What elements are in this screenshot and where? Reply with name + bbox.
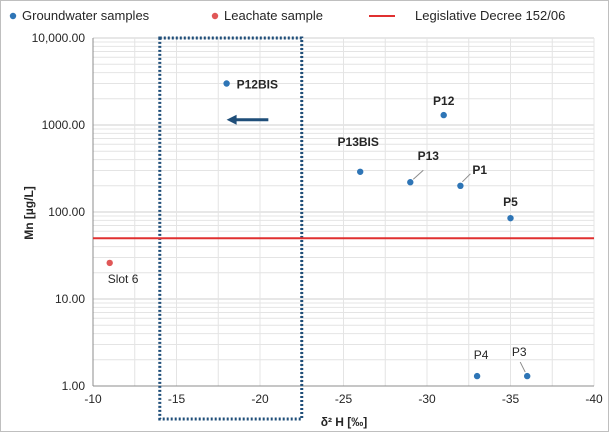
highlight-box <box>158 36 304 421</box>
data-point <box>223 80 230 87</box>
legend-label: Leachate sample <box>224 8 323 23</box>
x-tick-label: -10 <box>84 392 102 406</box>
x-tick-labels: -10 -15 -20 -25 -30 -35 -40 <box>84 392 603 406</box>
data-point <box>457 182 464 190</box>
label-leader-line <box>519 361 526 373</box>
data-point <box>524 372 531 380</box>
legend-marker <box>9 12 17 20</box>
gridlines <box>92 37 595 387</box>
data-point <box>106 259 113 267</box>
x-axis-title: δ² H [‰] <box>321 415 368 429</box>
highlight-rectangle <box>158 36 304 421</box>
data-points: P12BIS P12 P13BIS P13 P1 P5 P4 P3 Slot 6 <box>106 77 531 380</box>
legend-marker <box>211 12 219 20</box>
y-tick-label: 10,000.00 <box>32 31 86 45</box>
point-label: P3 <box>512 345 527 359</box>
y-tick-label: 1000.00 <box>42 118 86 132</box>
point-label: P1 <box>472 163 487 177</box>
label-leader-line <box>462 173 471 183</box>
data-point <box>407 179 414 186</box>
point-label: P5 <box>503 195 518 209</box>
x-tick-label: -35 <box>502 392 520 406</box>
x-tick-label: -25 <box>335 392 353 406</box>
y-tick-label: 10.00 <box>55 292 85 306</box>
x-tick-label: -40 <box>585 392 603 406</box>
x-tick-label: -15 <box>168 392 186 406</box>
point-label: P4 <box>474 348 489 362</box>
y-axis-title: Mn [µg/L] <box>22 186 36 240</box>
arrow-annotation <box>226 114 269 125</box>
x-tick-label: -30 <box>418 392 436 406</box>
label-leader-line <box>412 169 424 180</box>
y-tick-labels: 1.00 10.00 100.00 1000.00 10,000.00 <box>32 31 86 393</box>
legend-label: Groundwater samples <box>22 8 150 23</box>
y-tick-label: 100.00 <box>48 205 85 219</box>
arrow-head <box>226 114 237 125</box>
point-label: P12 <box>433 94 455 108</box>
data-point <box>440 111 447 119</box>
data-point <box>473 372 481 380</box>
point-label: Slot 6 <box>108 272 139 286</box>
legend: Groundwater samples Leachate sample Legisl… <box>9 8 565 23</box>
point-label: P13BIS <box>338 135 379 149</box>
y-tick-label: 1.00 <box>62 379 86 393</box>
x-tick-label: -20 <box>251 392 269 406</box>
data-point <box>357 168 364 175</box>
data-point <box>507 214 514 222</box>
point-label: P13 <box>418 149 440 163</box>
legend-label: Legislative Decree 152/06 <box>415 8 565 23</box>
point-label: P12BIS <box>237 77 278 91</box>
